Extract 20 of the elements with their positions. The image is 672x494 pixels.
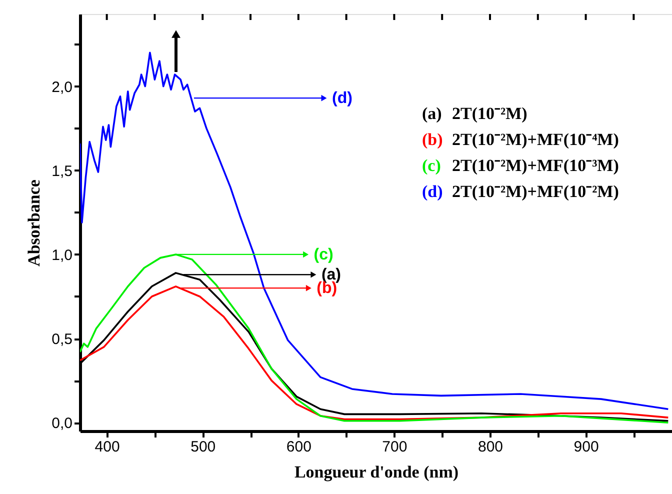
y-tick-label: 1,5 (52, 162, 72, 180)
text: (c) 2T(10⁻²M)+MF(10⁻³M) (422, 156, 619, 175)
x-tick-label: 400 (94, 438, 120, 456)
text: (a) 2T(10⁻²M) (422, 104, 528, 123)
x-tick-label: 700 (382, 438, 408, 456)
y-tick-label: 2,0 (52, 78, 72, 96)
annotation: (d) (332, 90, 352, 108)
x-axis-title: Longueur d'onde (nm) (294, 462, 459, 482)
x-tick-label: 900 (574, 438, 599, 456)
y-tick-label: 0,0 (52, 415, 72, 432)
annotation: (c) (314, 246, 334, 264)
y-axis-title: Absorbance (24, 179, 44, 266)
text: (b) 2T(10⁻²M)+MF(10⁻⁴M) (422, 130, 619, 149)
x-tick-label: 800 (478, 438, 504, 456)
line-series (80, 52, 670, 410)
text: (d) 2T(10⁻²M)+MF(10⁻²M) (422, 182, 619, 201)
y-tick-label: 1,0 (52, 246, 72, 264)
y-tick-label: 0,5 (52, 331, 72, 348)
x-tick-label: 600 (286, 438, 312, 456)
x-tick-label: 500 (190, 438, 216, 456)
